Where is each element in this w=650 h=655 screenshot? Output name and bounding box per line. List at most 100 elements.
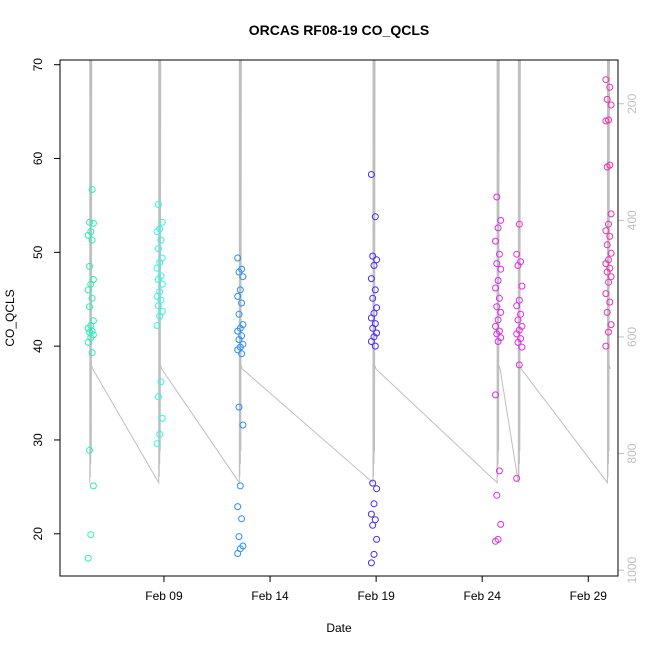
data-point: RF14: 67.6 (606, 83, 614, 91)
data-point: RF11: 42.4 (371, 320, 379, 328)
data-point: RF10: 39.2 (238, 350, 246, 358)
data-point: RF08: 51.3 (88, 236, 96, 244)
data-point: RF08: 19.9 (87, 531, 95, 539)
data-point: RF08: 28.9 (86, 446, 93, 454)
series-RF12: RF12: 19.2RF12: 19.4RF12: 21RF12: 24.1RF… (492, 193, 505, 545)
data-point: RF08: 47.1 (89, 276, 97, 283)
data-point: RF12: 53.4 (497, 216, 505, 224)
data-point: RF08: 44.2 (86, 303, 93, 311)
data-point: RF10: 43.4 (235, 310, 243, 318)
data-point: RF13: 49 (517, 258, 525, 266)
data-point: RF10: 48.2 (238, 265, 246, 273)
right-tick-label: 1000 (625, 556, 639, 583)
data-point: RF12: 48.2 (497, 265, 505, 273)
data-point: RF11: 21.5 (371, 516, 379, 524)
data-point: RF12: 40.9 (497, 334, 505, 342)
data-point: RF09: 34.6 (154, 393, 162, 401)
data-point: RF12: 49.8 (495, 250, 503, 258)
data-point: RF11: 19.4 (373, 535, 381, 543)
data-point: RF11: 48.6 (370, 262, 378, 269)
data-point: RF10: 42.3 (239, 321, 247, 329)
data-point: RF09: 46.6 (158, 280, 166, 288)
data-point: RF08: 17.4 (84, 554, 92, 562)
y-tick-label: 70 (31, 58, 45, 72)
data-point: RF11: 20.9 (369, 521, 377, 529)
data-point: RF09: 30.6 (156, 430, 164, 438)
data-point: RF13: 43.4 (517, 310, 525, 318)
x-tick-label: Feb 14 (251, 589, 289, 603)
data-point: RF10: 22.9 (234, 503, 242, 511)
data-point: RF14: 49.2 (605, 256, 612, 264)
data-point: RF09: 48.3 (153, 264, 161, 272)
data-point: RF10: 45.3 (234, 292, 242, 300)
data-point: RF14: 66.3 (603, 95, 611, 103)
data-point: RF12: 44.2 (493, 303, 501, 311)
data-point: RF13: 39.9 (518, 343, 526, 351)
data-point: RF12: 19.4 (494, 535, 502, 543)
data-point: RF13: 38 (515, 361, 523, 369)
data-point: RF09: 50.4 (154, 245, 162, 253)
data-point: RF09: 42.2 (153, 322, 161, 329)
data-point: RF12: 52.6 (494, 224, 502, 232)
data-point: RF08: 39.3 (88, 349, 96, 357)
data-point: RF12: 46.2 (492, 284, 499, 292)
data-point: RF13: 44.3 (513, 302, 521, 310)
data-point: RF14: 59.3 (606, 161, 614, 169)
data-point: RF09: 44.9 (157, 296, 165, 304)
data-point: RF08: 46 (84, 286, 92, 294)
data-point: RF09: 53.2 (158, 218, 166, 226)
right-tick-label: 800 (625, 443, 639, 463)
data-point: RF09: 49.4 (158, 254, 166, 262)
y-tick-label: 30 (31, 433, 45, 447)
data-point: RF09: 45.8 (156, 288, 164, 296)
data-point: RF12: 21 (497, 520, 505, 528)
data-point: RF13: 25.9 (513, 474, 521, 482)
data-point: RF14: 49.9 (607, 249, 615, 257)
data-point: RF11: 24.8 (373, 485, 381, 493)
data-point: RF13: 46.4 (518, 282, 526, 290)
data-point: RF12: 34.8 (492, 391, 499, 399)
data-point: RF09: 51.3 (157, 236, 165, 244)
data-point: RF14: 48.3 (606, 264, 614, 272)
y-tick-label: 50 (31, 245, 45, 259)
data-point: RF10: 21.6 (238, 515, 246, 523)
y-axis-label: CO_QCLS (3, 289, 17, 346)
axes-layer: 20 30 40 50 60 70 Feb 09 Feb 14 Feb 19 Feb 24 Feb … (31, 58, 639, 603)
data-point: RF14: 64.1 (605, 116, 612, 124)
data-point: RF12: 48.8 (493, 260, 501, 268)
data-point: RF08: 48.5 (86, 262, 93, 270)
data-point: RF14: 41.5 (605, 328, 612, 336)
data-point: RF14: 68.4 (602, 76, 610, 84)
data-point: RF12: 47 (494, 277, 502, 284)
data-point: RF14: 52.3 (602, 227, 610, 235)
data-point: RF08: 56.7 (88, 186, 96, 193)
right-tick-label: 200 (625, 93, 639, 113)
data-point: RF14: 44.7 (606, 298, 614, 306)
data-point: RF14: 42.3 (607, 321, 615, 329)
data-point: RF12: 42.8 (494, 316, 502, 324)
data-point: RF11: 58.3 (367, 171, 375, 178)
data-point: RF13: 42.1 (518, 322, 526, 330)
x-tick-label: Feb 19 (357, 589, 395, 603)
data-point: RF13: 42.8 (514, 316, 522, 324)
data-point: RF12: 24.1 (493, 491, 501, 499)
data-points-layer: RF08: 17.4 RF08: 19.9 RF08: 25.1 RF08: 28.9… (84, 76, 615, 567)
data-point: RF11: 17.8 (370, 550, 378, 558)
data-point: RF11: 16.9 (367, 559, 375, 567)
x-tick-label: Feb 24 (464, 589, 502, 603)
series-RF13: RF13: 25.9RF13: 38RF13: 39.9RF13: 40.4RF… (513, 220, 526, 482)
data-point: RF11: 22.1 (367, 510, 375, 518)
data-point: RF09: 29.6 (153, 440, 161, 448)
data-point: RF11: 46 (371, 286, 379, 294)
data-point: RF14: 54.1 (607, 210, 615, 218)
data-point: RF08: 25.1 (89, 482, 97, 490)
data-point: RF14: 45.6 (602, 290, 610, 298)
data-point: RF11: 53.8 (371, 213, 379, 221)
x-axis-label: Date (326, 621, 352, 635)
data-point: RF11: 49.6 (369, 252, 377, 260)
data-point: RF10: 31.6 (239, 421, 247, 429)
data-point: RF11: 49.2 (373, 256, 381, 264)
data-point: RF10: 49.4 (234, 254, 242, 262)
